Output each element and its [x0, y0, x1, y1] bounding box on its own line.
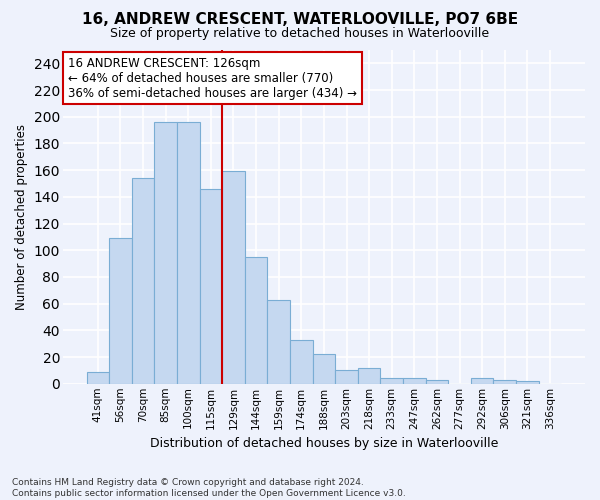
Bar	[245, 257, 268, 384]
Bar	[200, 189, 222, 384]
Text: 16, ANDREW CRESCENT, WATERLOOVILLE, PO7 6BE: 16, ANDREW CRESCENT, WATERLOOVILLE, PO7 …	[82, 12, 518, 28]
Bar	[493, 380, 516, 384]
Y-axis label: Number of detached properties: Number of detached properties	[15, 124, 28, 310]
Bar	[290, 340, 313, 384]
Text: Size of property relative to detached houses in Waterlooville: Size of property relative to detached ho…	[110, 28, 490, 40]
Bar	[358, 368, 380, 384]
Bar	[132, 178, 154, 384]
Bar	[313, 354, 335, 384]
Bar	[154, 122, 177, 384]
Bar	[516, 381, 539, 384]
Bar	[425, 380, 448, 384]
Bar	[335, 370, 358, 384]
Text: 16 ANDREW CRESCENT: 126sqm
← 64% of detached houses are smaller (770)
36% of sem: 16 ANDREW CRESCENT: 126sqm ← 64% of deta…	[68, 56, 357, 100]
X-axis label: Distribution of detached houses by size in Waterlooville: Distribution of detached houses by size …	[150, 437, 498, 450]
Bar	[268, 300, 290, 384]
Bar	[109, 238, 132, 384]
Bar	[222, 172, 245, 384]
Bar	[471, 378, 493, 384]
Bar	[380, 378, 403, 384]
Bar	[86, 372, 109, 384]
Bar	[403, 378, 425, 384]
Bar	[177, 122, 200, 384]
Text: Contains HM Land Registry data © Crown copyright and database right 2024.
Contai: Contains HM Land Registry data © Crown c…	[12, 478, 406, 498]
